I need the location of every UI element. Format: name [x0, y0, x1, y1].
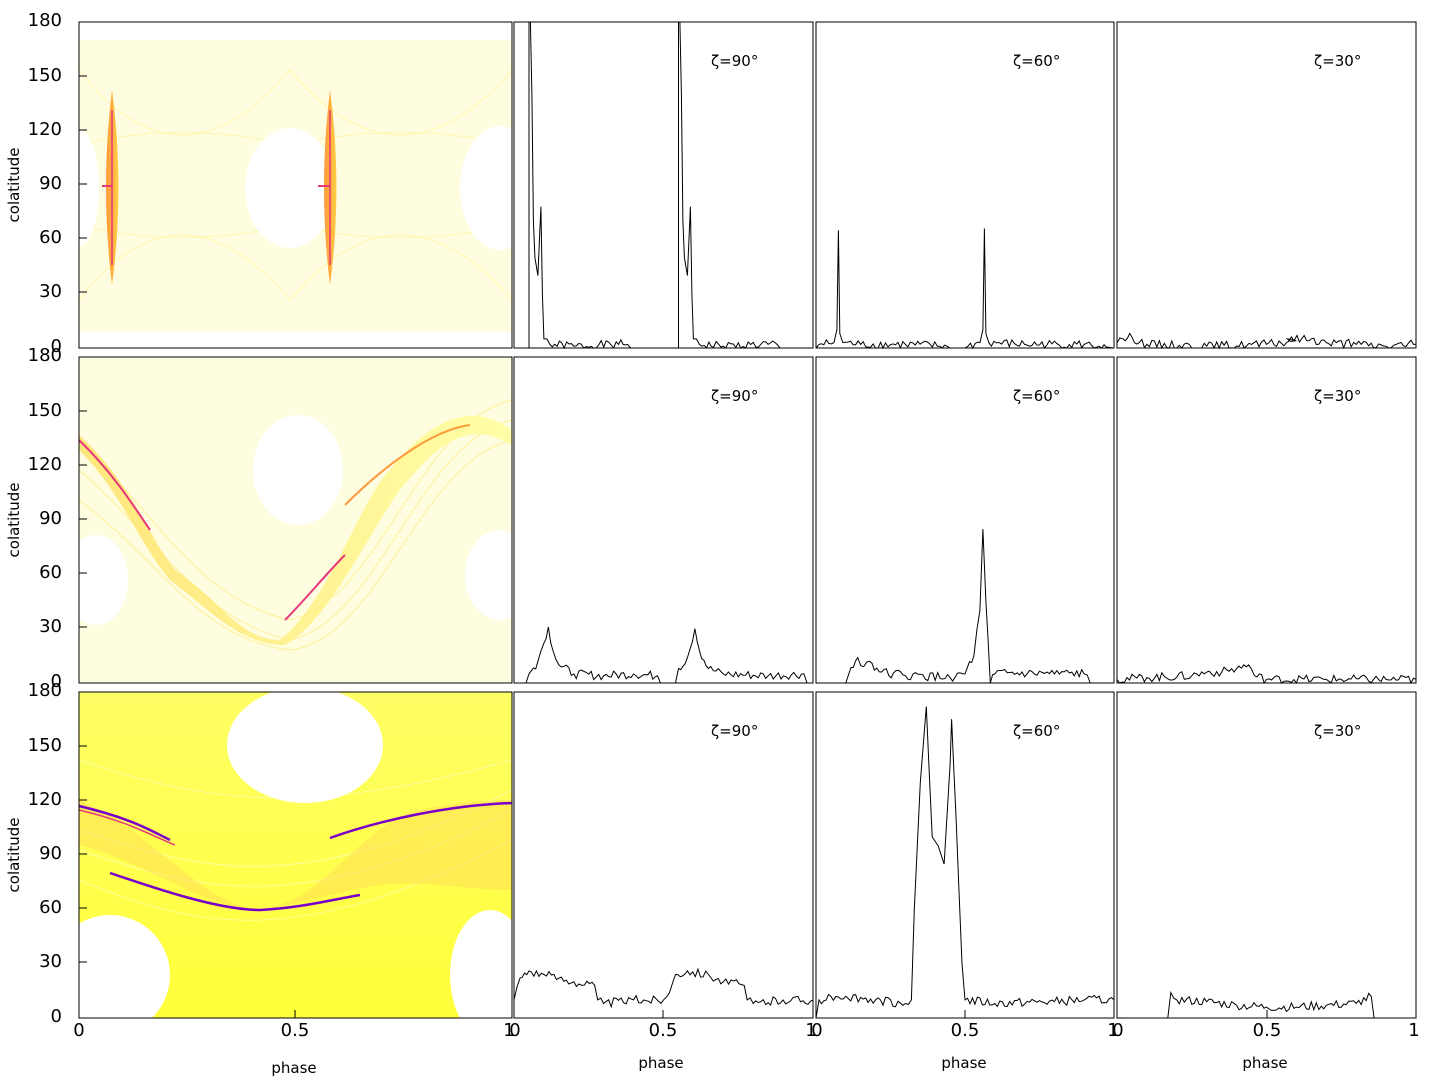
profile-line-row3-col4 [1167, 990, 1375, 1019]
y-tick-label: 180 [28, 10, 62, 31]
x-axis-label: phase [941, 1054, 986, 1072]
profile-line-row1-col2 [514, 21, 813, 350]
row-2-map-panel [64, 356, 535, 684]
x-tick-label: 0 [811, 1020, 822, 1041]
map-band-ridge [344, 424, 471, 506]
y-tick-label: 30 [39, 281, 62, 302]
y-tick-label: 30 [39, 951, 62, 972]
map-band-ridge [284, 554, 346, 621]
map-band-ridge [78, 439, 151, 531]
zeta-annotation: ζ=60° [1013, 387, 1060, 405]
y-tick-label: 90 [39, 173, 62, 194]
map-band [79, 415, 512, 645]
row-3-map-panel [50, 687, 530, 1040]
panel-annotations: ζ=90° ζ=60° ζ=30° ζ=90° ζ=60° ζ=30° ζ=90… [711, 52, 1361, 740]
y-tick-label: 0 [51, 1006, 62, 1027]
y-tick-label: 120 [28, 119, 62, 140]
map-frame [78, 21, 513, 349]
x-tick-label: 0.5 [951, 1020, 980, 1041]
profile-line-row1-col4 [1116, 332, 1416, 350]
zeta-annotation: ζ=30° [1314, 52, 1361, 70]
profile-line-row3-col3 [815, 706, 1115, 1019]
row-2 [64, 356, 535, 684]
map-hole [64, 535, 128, 625]
y-tick-label: 180 [28, 345, 62, 366]
profile-lines [513, 21, 1417, 1019]
map-hole [245, 128, 335, 248]
profile-line-row3-col2 [513, 967, 814, 1009]
y-tick-label: 120 [28, 454, 62, 475]
y-tick-label: 60 [39, 562, 62, 583]
map-hole [253, 415, 343, 525]
y-tick-label: 180 [28, 680, 62, 701]
x-tick-label: 1 [805, 1020, 816, 1041]
map-hole [465, 530, 535, 620]
zeta-annotation: ζ=60° [1013, 52, 1060, 70]
y-tick-label: 0 [51, 671, 62, 692]
y-tick-label: 60 [39, 897, 62, 918]
zeta-annotation: ζ=90° [711, 52, 758, 70]
profile-frames [513, 21, 1417, 1019]
map-hole [450, 910, 530, 1040]
map-ridge-purple [78, 804, 171, 842]
profile-line-row1-col3 [815, 228, 1115, 350]
x-tick-label: 1 [1107, 1020, 1118, 1041]
y-tick-label: 60 [39, 227, 62, 248]
y-tick-label: 90 [39, 843, 62, 864]
row-1-map-panel [59, 21, 540, 349]
map-ridge-pink [78, 809, 176, 846]
y-tick-label: 120 [28, 789, 62, 810]
map-ridge-purple [329, 801, 513, 840]
y-tick-label: 150 [28, 65, 62, 86]
x-tick-label: 0 [509, 1020, 520, 1041]
x-tick-label: 1 [503, 1020, 514, 1041]
x-tick-label: 0.5 [1253, 1020, 1282, 1041]
y-ticks-row-1: 180 150 120 90 60 30 0 [28, 10, 87, 357]
x-tick-label: 0.5 [649, 1020, 678, 1041]
map-hole [50, 915, 170, 1035]
zeta-annotation: ζ=30° [1314, 387, 1361, 405]
zeta-annotation: ζ=30° [1314, 722, 1361, 740]
y-axis-label: colatitude [5, 483, 23, 558]
row-3 [50, 687, 530, 1040]
zeta-annotation: ζ=90° [711, 387, 758, 405]
y-ticks-row-2: 180 150 120 90 60 30 0 [28, 345, 87, 692]
zeta-annotation: ζ=90° [711, 722, 758, 740]
x-ticks-bottom: 0 0.5 1 0 0.5 1 0 0.5 1 0 0.5 1 [73, 1010, 1420, 1041]
y-tick-label: 90 [39, 508, 62, 529]
x-axis-label: phase [1242, 1054, 1287, 1072]
y-tick-label: 150 [28, 735, 62, 756]
y-axis-label: colatitude [5, 148, 23, 223]
map-hole [227, 687, 383, 803]
zeta-annotation: ζ=60° [1013, 722, 1060, 740]
x-tick-label: 0 [1112, 1020, 1123, 1041]
profile-line-row2-col4 [1116, 664, 1417, 685]
map-ridge-purple [109, 871, 361, 912]
x-tick-label: 0 [73, 1020, 84, 1041]
y-tick-label: 150 [28, 400, 62, 421]
x-axis-label: phase [638, 1054, 683, 1072]
y-axis-label: colatitude [5, 818, 23, 893]
y-tick-label: 30 [39, 616, 62, 637]
profile-line-row2-col2 [525, 626, 808, 684]
x-tick-label: 1 [1408, 1020, 1419, 1041]
map-hole [460, 126, 540, 250]
y-ticks-row-3: 180 150 120 90 60 30 0 [28, 680, 87, 1027]
x-axis-label: phase [271, 1059, 316, 1077]
profile-line-row2-col3 [845, 529, 1091, 684]
map-frame [78, 356, 513, 684]
y-tick-label: 0 [51, 336, 62, 357]
row-1 [59, 21, 540, 349]
x-tick-label: 0.5 [281, 1020, 310, 1041]
map-band [79, 800, 512, 910]
